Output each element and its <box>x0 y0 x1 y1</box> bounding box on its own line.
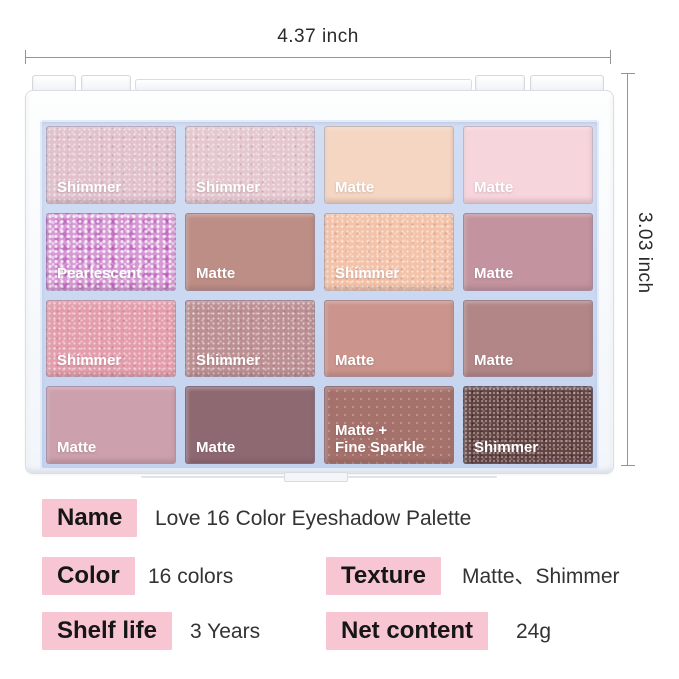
swatch-finish-label: Matte <box>57 438 97 456</box>
height-dimension-line <box>627 73 628 466</box>
palette-clasp-tab <box>284 472 348 482</box>
swatch-r3c4: Matte <box>463 299 593 378</box>
swatch-finish-label: Matte <box>474 352 514 369</box>
swatch-r2c1: Pearlescent <box>46 212 176 291</box>
width-dimension-tick-right <box>610 50 611 64</box>
palette-case: Shimmer Shimmer Matte Matte Pearlescent … <box>25 90 614 482</box>
spec-label-texture: Texture <box>326 557 441 595</box>
spec-value-color: 16 colors <box>148 565 234 588</box>
palette-tray: Shimmer Shimmer Matte Matte Pearlescent … <box>40 120 599 470</box>
swatch-finish-label: Matte <box>335 352 375 369</box>
height-dimension-label: 3.03 inch <box>634 212 655 294</box>
swatch-r3c3: Matte <box>324 299 454 378</box>
swatch-r4c4: Shimmer <box>463 386 593 464</box>
swatch-finish-label: Matte <box>196 438 236 456</box>
swatch-r1c4: Matte <box>463 126 593 204</box>
spec-label-name: Name <box>42 499 138 537</box>
width-dimension-line <box>25 57 611 58</box>
swatch-finish-label: Shimmer <box>57 352 122 369</box>
swatch-r2c4: Matte <box>463 212 593 291</box>
swatch-finish-label: Matte <box>335 178 375 196</box>
spec-label-shelf-life: Shelf life <box>42 612 173 650</box>
swatch-grid: Shimmer Shimmer Matte Matte Pearlescent … <box>46 126 593 464</box>
swatch-r3c2: Shimmer <box>185 299 315 378</box>
swatch-r1c1: Shimmer <box>46 126 176 204</box>
swatch-r2c3: Shimmer <box>324 212 454 291</box>
swatch-finish-label: Matte <box>196 265 236 283</box>
swatch-finish-label: Pearlescent <box>57 265 142 283</box>
swatch-r4c2: Matte <box>185 386 315 464</box>
swatch-r1c3: Matte <box>324 126 454 204</box>
spec-value-texture: Matte、Shimmer <box>462 565 620 588</box>
swatch-finish-label: Shimmer <box>335 265 400 283</box>
spec-value-shelf-life: 3 Years <box>190 620 261 643</box>
swatch-r2c2: Matte <box>185 212 315 291</box>
eyeshadow-palette: Shimmer Shimmer Matte Matte Pearlescent … <box>25 75 614 482</box>
spec-label-color: Color <box>42 557 135 595</box>
swatch-finish-label: Shimmer <box>196 178 261 196</box>
height-dimension-tick-bottom <box>621 465 635 466</box>
swatch-finish-label: Shimmer <box>196 352 261 369</box>
spec-value-name: Love 16 Color Eyeshadow Palette <box>155 507 472 530</box>
swatch-r4c1: Matte <box>46 386 176 464</box>
swatch-finish-label: Matte <box>474 265 514 283</box>
swatch-r1c2: Shimmer <box>185 126 315 204</box>
swatch-r4c3: Matte + Fine Sparkle <box>324 386 454 464</box>
swatch-finish-label: Matte + Fine Sparkle <box>335 421 425 456</box>
swatch-r3c1: Shimmer <box>46 299 176 378</box>
spec-label-net-content: Net content <box>326 612 488 650</box>
swatch-finish-label: Matte <box>474 178 514 196</box>
spec-value-net-content: 24g <box>516 620 552 643</box>
width-dimension-label: 4.37 inch <box>277 26 359 47</box>
width-dimension-tick-left <box>25 50 26 64</box>
height-dimension-tick-top <box>621 73 635 74</box>
swatch-finish-label: Shimmer <box>474 438 539 456</box>
swatch-finish-label: Shimmer <box>57 178 122 196</box>
